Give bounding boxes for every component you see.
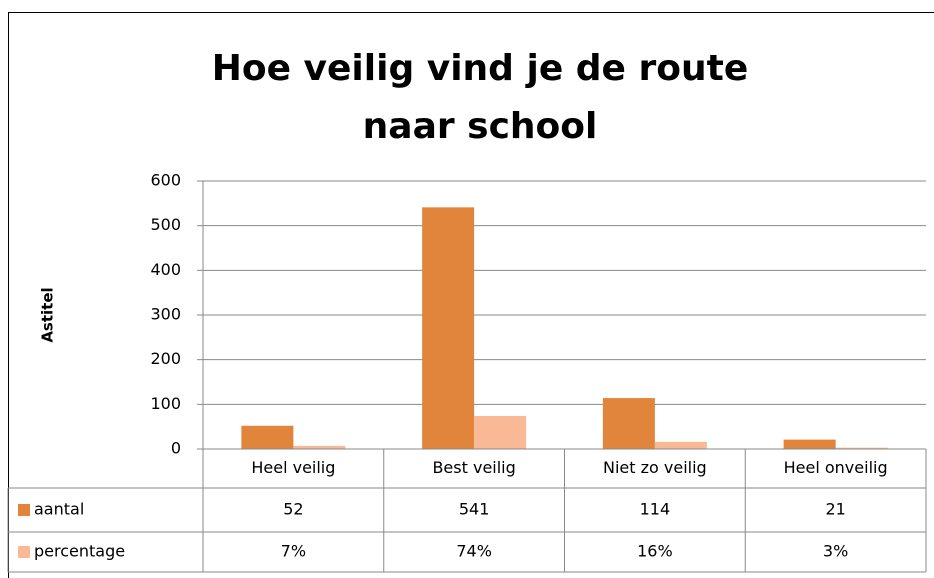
x-tick-label: Best veilig xyxy=(432,458,515,477)
table-value: 21 xyxy=(825,500,845,519)
bar xyxy=(241,425,294,449)
table-value: 114 xyxy=(640,500,671,519)
bar xyxy=(654,441,707,449)
chart-border xyxy=(8,12,934,578)
x-tick-label: Niet zo veilig xyxy=(603,458,707,477)
table-value: 52 xyxy=(283,500,303,519)
chart-title: Hoe veilig vind je de route naar school xyxy=(211,48,749,147)
legend-key xyxy=(18,546,30,558)
bar xyxy=(783,439,836,449)
legend-label: percentage xyxy=(34,542,125,561)
table-value: 16% xyxy=(637,542,673,561)
y-tick-label: 0 xyxy=(171,439,181,458)
y-tick-label: 200 xyxy=(150,349,181,368)
x-tick-label: Heel onveilig xyxy=(784,458,888,477)
y-tick-label: 500 xyxy=(150,215,181,234)
table-value: 3% xyxy=(823,542,848,561)
legend-label: aantal xyxy=(34,500,84,519)
y-axis-label: Astitel xyxy=(39,287,57,342)
legend-key xyxy=(18,504,30,516)
table-value: 541 xyxy=(459,500,490,519)
table-value: 7% xyxy=(281,542,306,561)
bar xyxy=(835,447,888,449)
bar xyxy=(474,415,527,449)
y-tick-label: 400 xyxy=(150,260,181,279)
y-tick-label: 300 xyxy=(150,305,181,324)
bar xyxy=(293,445,346,449)
table-value: 74% xyxy=(456,542,492,561)
bar xyxy=(602,398,655,449)
y-tick-label: 600 xyxy=(150,171,181,190)
bar xyxy=(422,207,475,449)
x-tick-label: Heel veilig xyxy=(251,458,335,477)
y-tick-label: 100 xyxy=(150,394,181,413)
